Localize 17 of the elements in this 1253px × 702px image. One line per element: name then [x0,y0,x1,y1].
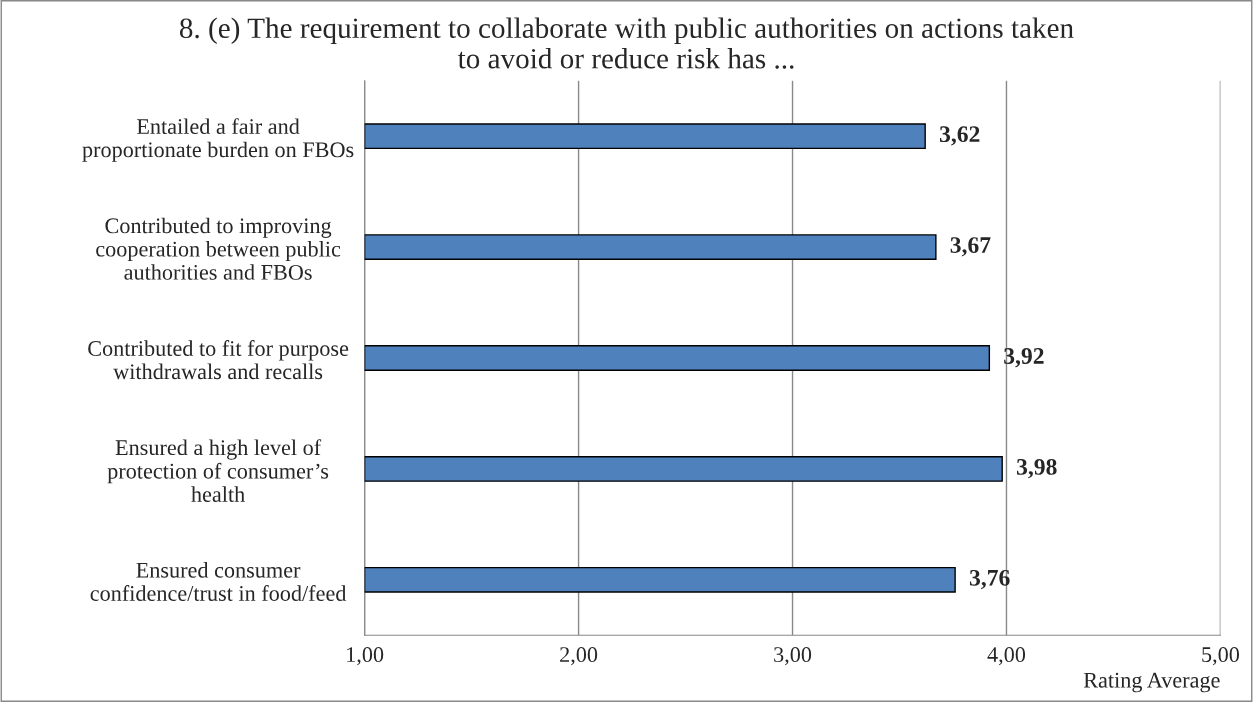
x-tick-label: 1,00 [347,647,384,666]
x-axis-title: Rating Average [1083,672,1220,693]
data-label: 3,98 [1016,458,1057,479]
x-tick-label: 2,00 [560,647,598,666]
data-label: 3,67 [950,237,991,257]
y-tick-label: Ensured consumer confidence/trust in food/feed [90,562,347,601]
data-label: 3,92 [1004,348,1044,368]
y-tick-label: Contributed to fit for purpose withdrawals and recalls [88,340,349,380]
x-tick-label: 4,00 [987,647,1026,666]
data-label: 3,62 [939,126,980,146]
y-tick-label: Contributed to improving cooperation between public authorities and FBOs [96,217,341,280]
y-tick-label: Entailed a fair and proportionate burden on FBOs [82,118,354,162]
chart-title: 8. (e) The requirement to collaborate with public authorities on actions taken to avoid or reduce risk has ... [179,17,1074,69]
y-tick-label: Ensured a high level of protection of consumer’s health [107,439,329,502]
x-tick-label: 5,00 [1202,647,1240,666]
x-tick-label: 3,00 [774,647,812,666]
data-label: 3,76 [969,569,1010,590]
